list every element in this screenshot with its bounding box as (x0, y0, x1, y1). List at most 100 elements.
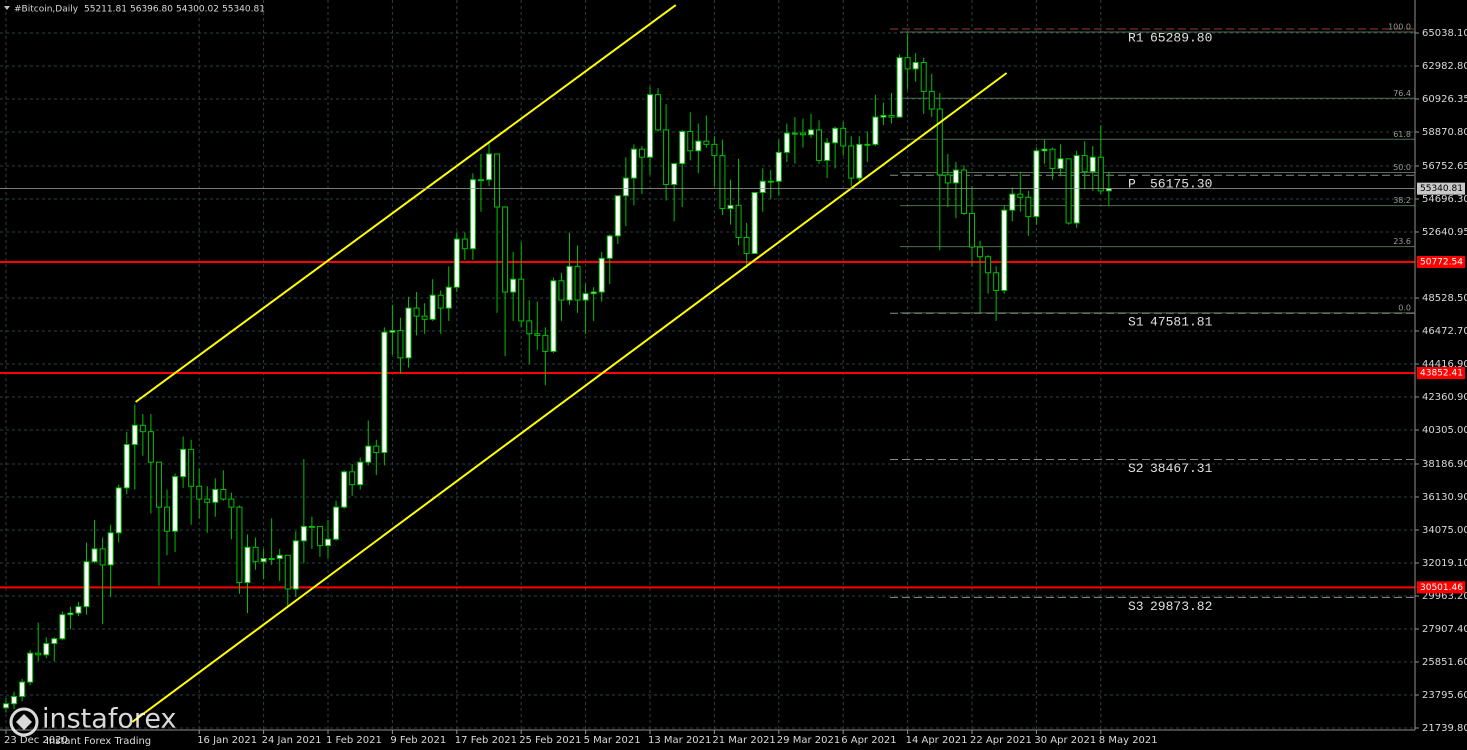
candle-body (808, 129, 814, 136)
watermark-logo (9, 707, 39, 737)
candle-body (155, 461, 162, 508)
candle-body (638, 148, 645, 158)
y-tick-label: 52640.95 (1422, 227, 1467, 238)
y-tick-label: 56752.65 (1422, 161, 1467, 172)
candle-body (824, 142, 831, 161)
candle-body (888, 114, 895, 118)
candle-body (252, 546, 259, 563)
pivot-name: S3 (1128, 599, 1144, 614)
candle-body (695, 140, 702, 152)
candle-body (421, 315, 428, 320)
x-tick-label: 29 Mar 2021 (777, 735, 840, 746)
candle-body (188, 448, 195, 487)
candle-body (43, 643, 50, 656)
y-tick-label: 32019.10 (1422, 558, 1467, 569)
candle-body (27, 652, 34, 683)
candle-body (67, 612, 74, 616)
candle-body (960, 169, 967, 214)
candle-body (928, 90, 935, 110)
watermark-tagline: Instant Forex Trading (46, 736, 151, 747)
candle-body (292, 540, 299, 590)
candle-body (630, 148, 637, 179)
candle-body (3, 703, 9, 709)
candle-body (147, 431, 154, 463)
level-label: 43852.41 (1420, 369, 1463, 379)
x-tick-label: 30 Apr 2021 (1034, 735, 1096, 746)
candle-body (848, 145, 855, 179)
candle-body (11, 696, 18, 705)
candle-body (759, 180, 766, 194)
fib-label: 50.0 (1393, 163, 1411, 172)
chart-title: #Bitcoin,Daily (14, 5, 79, 15)
candle-body (284, 554, 291, 590)
watermark: instaforex Instant Forex Trading (9, 704, 176, 747)
candle-body (139, 424, 146, 433)
candle-body (196, 485, 203, 500)
candle-body (912, 62, 919, 70)
y-tick-label: 34075.00 (1422, 525, 1467, 536)
candle-body (333, 506, 340, 540)
y-tick-label: 58870.80 (1422, 127, 1467, 138)
candle-body (115, 487, 122, 534)
candle-body (75, 606, 82, 614)
candle-body (542, 334, 549, 352)
pivot-value: 29873.82 (1150, 599, 1212, 614)
fib-label: 38.2 (1393, 196, 1411, 205)
candle-body (1009, 193, 1016, 211)
candle-body (1049, 148, 1056, 169)
candle-body (1065, 158, 1072, 224)
candle-body (381, 331, 388, 454)
candle-body (816, 129, 823, 161)
candle-body (1017, 193, 1024, 198)
x-tick-label: 9 Feb 2021 (390, 735, 446, 746)
overlay: #Bitcoin,Daily 55211.81 56396.80 54300.0… (4, 5, 1411, 747)
candle-body (985, 256, 992, 274)
candle-body (260, 557, 267, 563)
candle-body (99, 548, 106, 566)
candle-body (397, 330, 404, 359)
y-tick-label: 27907.40 (1422, 624, 1467, 635)
candle-body (107, 532, 114, 566)
candle-body (1025, 196, 1032, 218)
candle-body (775, 151, 782, 182)
x-tick-label: 8 May 2021 (1099, 735, 1158, 746)
candle-body (969, 212, 975, 248)
x-tick-label: 21 Mar 2021 (712, 735, 775, 746)
candle-body (1097, 156, 1104, 192)
candle-body (614, 195, 621, 237)
candle-body (220, 488, 227, 500)
candle-body (212, 488, 219, 503)
candle-body (244, 546, 251, 584)
candle-body (832, 127, 839, 144)
candle-body (647, 94, 653, 158)
candle-body (429, 294, 436, 320)
level-label: 30501.46 (1420, 583, 1463, 593)
x-tick-label: 5 Mar 2021 (584, 735, 641, 746)
candle-body (606, 235, 613, 259)
y-tick-label: 23795.60 (1422, 690, 1467, 701)
y-tick-label: 60926.35 (1422, 94, 1467, 105)
candle-body (437, 294, 444, 309)
candle-body (896, 57, 903, 118)
candle-body (180, 448, 187, 478)
candle-body (469, 179, 476, 250)
x-tick-label: 6 Apr 2021 (841, 735, 896, 746)
candle-body (510, 278, 517, 293)
candle-body (349, 471, 356, 486)
y-tick-label: 29963.20 (1422, 591, 1467, 602)
x-tick-label: 22 Apr 2021 (970, 735, 1032, 746)
candle-body (51, 638, 58, 645)
y-tick-label: 65038.10 (1422, 28, 1467, 39)
watermark-brand: instaforex (42, 704, 176, 735)
candle-body (316, 525, 323, 547)
candle-body (365, 445, 372, 463)
candle-body (622, 177, 629, 197)
candle-body (131, 424, 138, 446)
candle-body (655, 94, 662, 131)
candle-body (502, 206, 509, 293)
candle-body (727, 204, 734, 210)
candle-body (19, 681, 26, 698)
x-tick-label: 25 Feb 2021 (519, 735, 581, 746)
